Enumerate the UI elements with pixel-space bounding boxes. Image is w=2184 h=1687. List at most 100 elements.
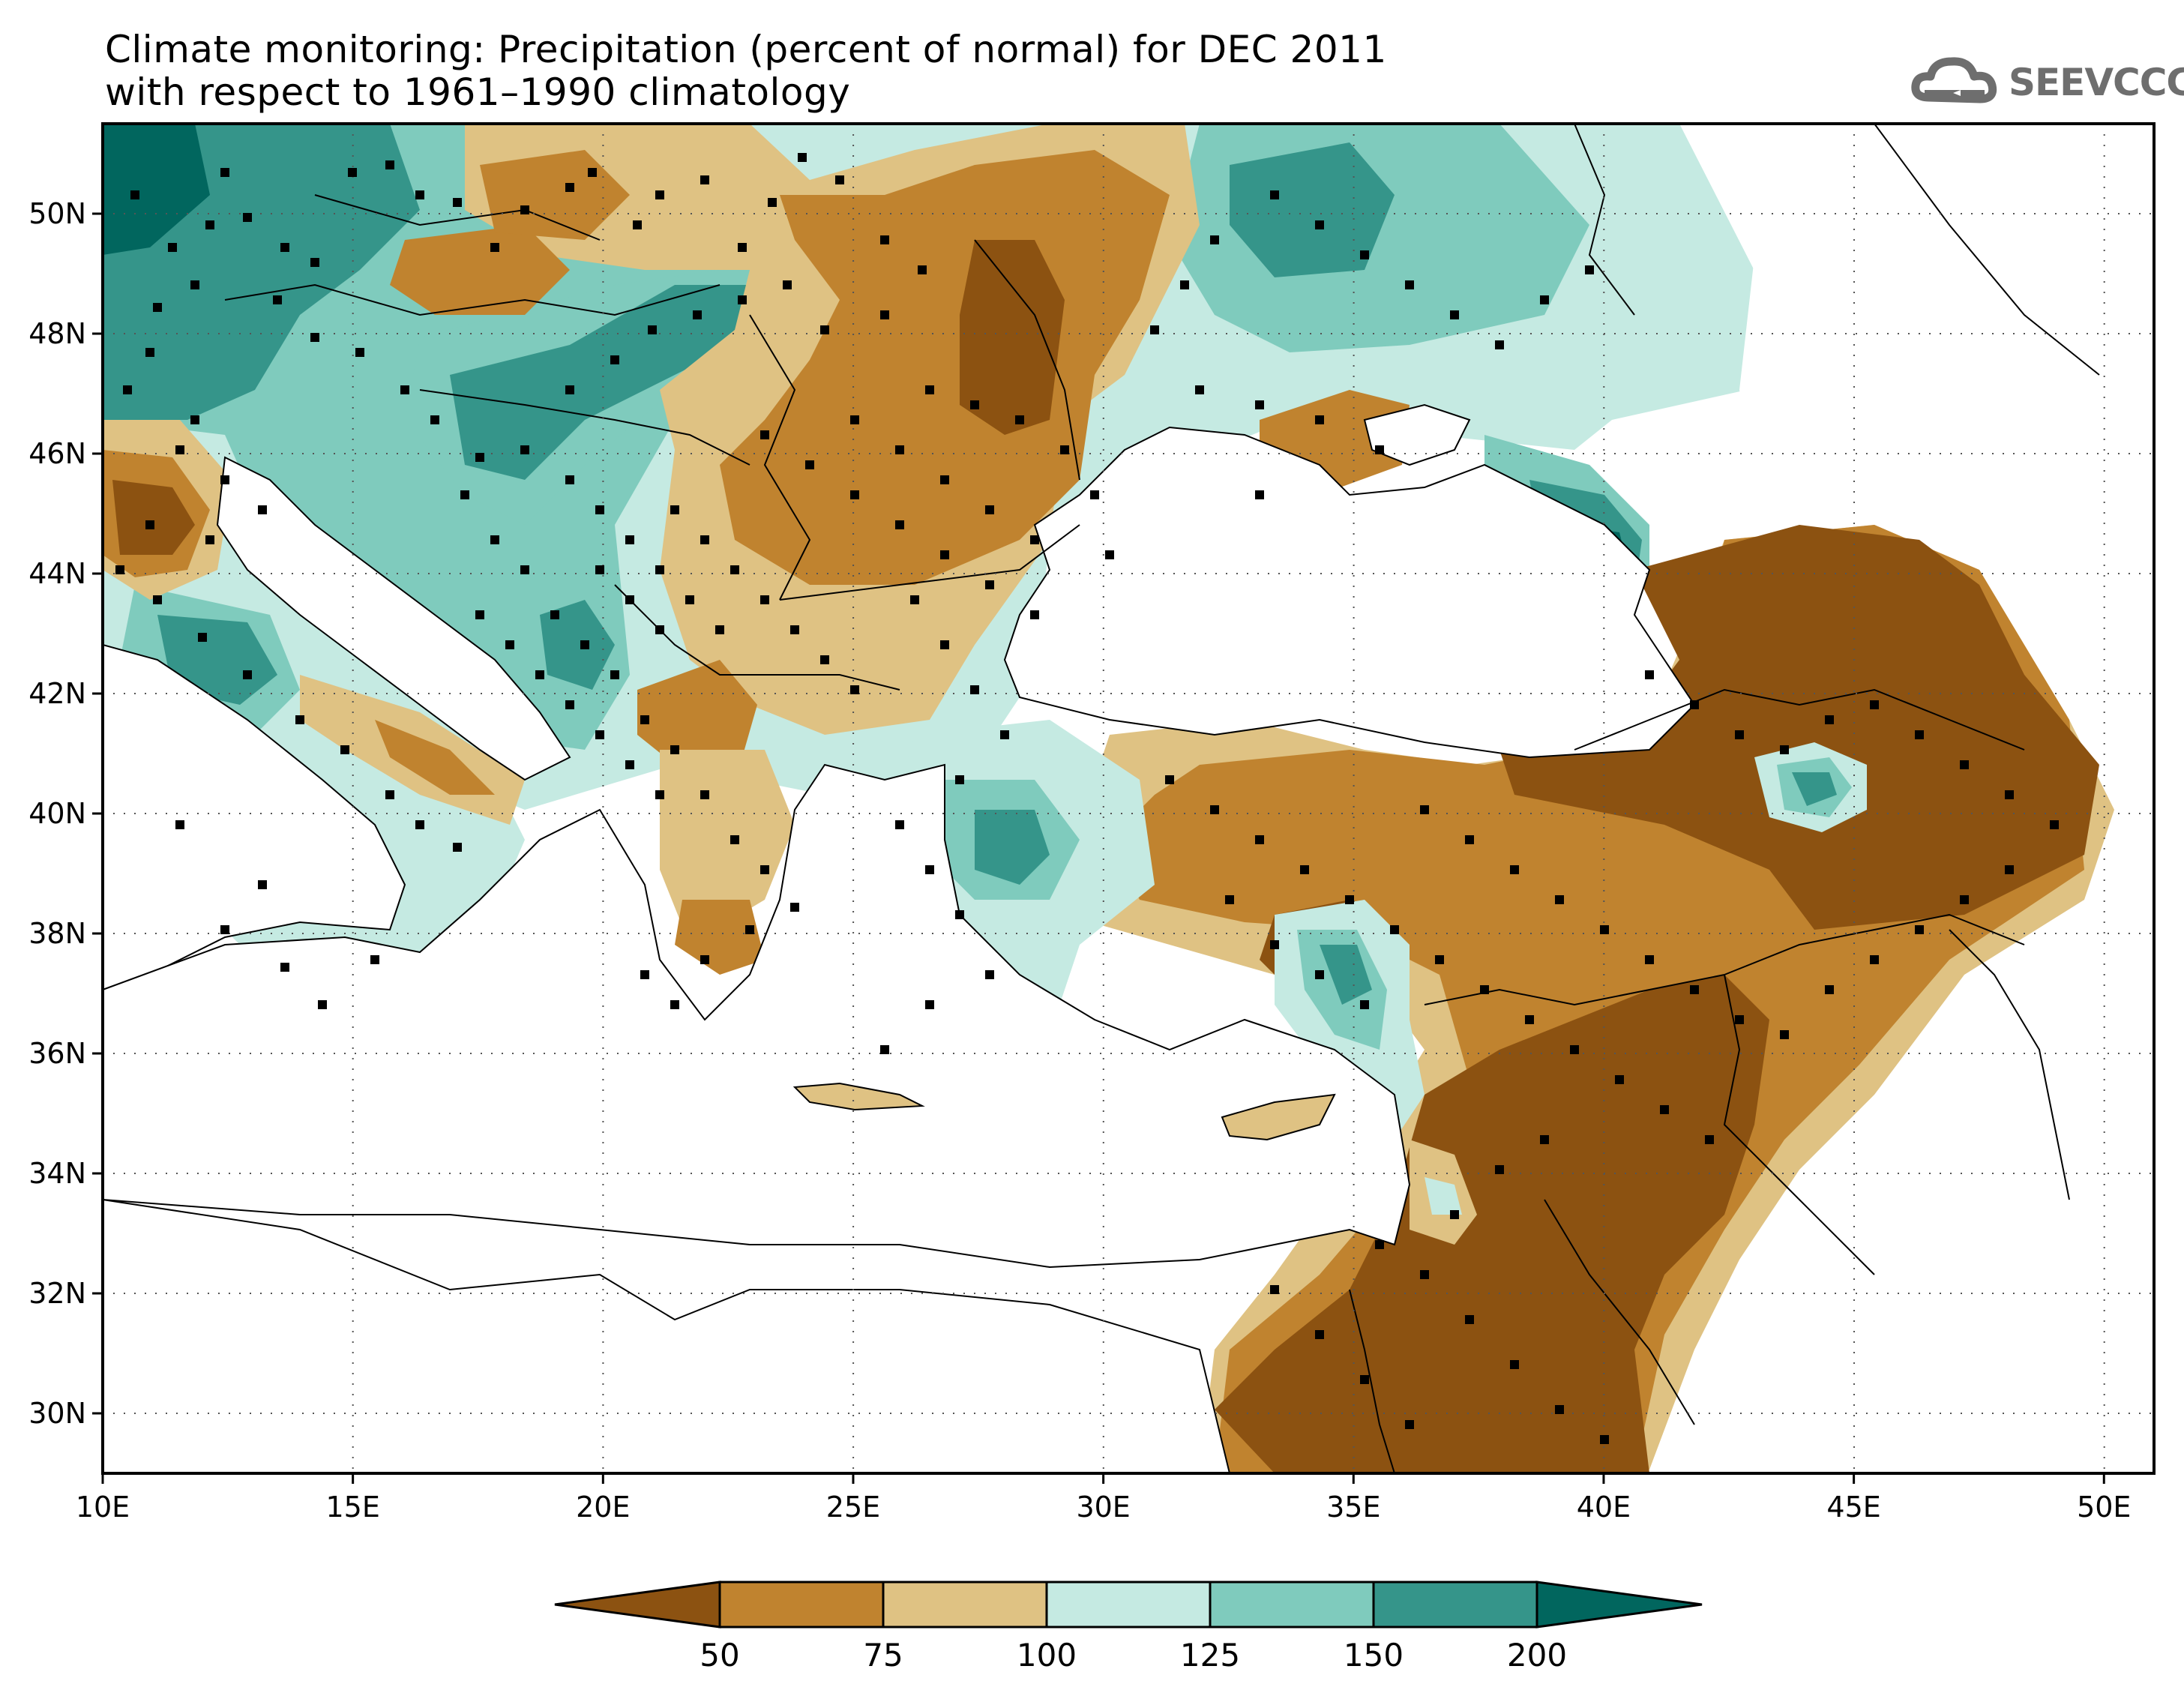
station-marker <box>1450 1210 1459 1219</box>
station-marker <box>1000 730 1009 739</box>
station-marker <box>1870 955 1879 964</box>
station-marker <box>1780 745 1789 754</box>
station-marker <box>1360 1000 1369 1009</box>
station-marker <box>1645 670 1654 679</box>
station-marker <box>1555 895 1564 904</box>
field-slovakia-brown <box>390 225 570 315</box>
station-marker <box>1255 400 1264 409</box>
colorbar-box <box>1209 1581 1375 1629</box>
station-marker <box>1600 925 1609 934</box>
station-marker <box>805 460 814 469</box>
station-marker <box>1825 715 1834 724</box>
station-marker <box>655 565 664 574</box>
station-marker <box>1270 190 1279 199</box>
station-marker <box>895 820 904 829</box>
station-marker <box>1420 1270 1429 1279</box>
station-marker <box>1870 700 1879 709</box>
station-marker <box>400 385 409 394</box>
station-marker <box>280 963 289 972</box>
station-marker <box>1450 310 1459 319</box>
cloud-icon <box>1911 57 1997 103</box>
x-tick-label: 10E <box>76 1491 130 1524</box>
azov-sea <box>1363 403 1471 466</box>
station-marker <box>145 348 154 357</box>
y-tick-label: 40N <box>28 797 86 830</box>
station-marker <box>475 453 484 462</box>
station-marker <box>1420 805 1429 814</box>
field-north-italy-dark <box>112 480 195 555</box>
station-marker <box>880 1045 889 1054</box>
station-marker <box>1270 1285 1279 1294</box>
adriatic-sea <box>216 456 571 781</box>
station-marker <box>640 715 649 724</box>
colorbar-label: 150 <box>1344 1637 1404 1674</box>
station-marker <box>1465 1315 1474 1324</box>
colorbar-label: 50 <box>700 1637 739 1674</box>
station-marker <box>153 595 162 604</box>
station-marker <box>970 400 979 409</box>
station-marker <box>1705 1135 1714 1144</box>
y-tick-label: 30N <box>28 1397 86 1430</box>
station-marker <box>850 685 859 694</box>
caspian-region <box>1739 124 2154 1473</box>
station-marker <box>693 310 702 319</box>
station-marker <box>505 640 514 649</box>
station-marker <box>1375 1240 1384 1249</box>
station-marker <box>2005 865 2014 874</box>
station-marker <box>198 633 207 642</box>
colorbar-box <box>1372 1581 1538 1629</box>
y-tick-label: 38N <box>28 917 86 950</box>
station-marker <box>1915 925 1924 934</box>
colorbar-box <box>1045 1581 1212 1629</box>
y-tick-label: 46N <box>28 437 86 470</box>
station-marker <box>595 565 604 574</box>
station-marker <box>1690 985 1699 994</box>
station-marker <box>115 565 124 574</box>
field-ukraine-teal <box>1170 124 1589 352</box>
field-caucasus-brown-dark <box>1499 525 2099 930</box>
station-marker <box>715 625 724 634</box>
station-marker <box>1270 940 1279 949</box>
y-tick-label: 44N <box>28 557 86 590</box>
station-marker <box>1660 1105 1669 1114</box>
colorbar-label: 100 <box>1017 1637 1077 1674</box>
station-marker <box>460 490 469 499</box>
colorbar-label: 125 <box>1180 1637 1240 1674</box>
station-marker <box>880 235 889 244</box>
map-title: Climate monitoring: Precipitation (perce… <box>105 28 1387 114</box>
field-south-italy-brown <box>375 720 495 795</box>
station-marker <box>730 835 739 844</box>
station-marker <box>610 355 619 364</box>
station-marker <box>1525 1015 1534 1024</box>
title-line-2: with respect to 1961–1990 climatology <box>105 70 851 114</box>
station-marker <box>190 415 199 424</box>
crete <box>792 1082 925 1111</box>
station-marker <box>880 310 889 319</box>
station-marker <box>1210 805 1219 814</box>
graticule <box>103 124 2154 1473</box>
y-tick-label: 36N <box>28 1037 86 1070</box>
y-tick-label: 42N <box>28 677 86 710</box>
station-marker <box>985 580 994 589</box>
station-marker <box>340 745 349 754</box>
station-marker <box>700 955 709 964</box>
station-marker <box>1555 1405 1564 1414</box>
station-marker <box>1315 970 1324 979</box>
station-marker <box>925 385 934 394</box>
country-borders <box>224 124 2100 1473</box>
station-marker <box>1465 835 1474 844</box>
station-marker <box>760 430 769 439</box>
station-marker <box>1195 385 1204 394</box>
colorbar-high-arrow <box>1535 1581 1703 1629</box>
station-marker <box>2050 820 2059 829</box>
station-marker <box>453 198 462 207</box>
station-marker <box>640 970 649 979</box>
station-marker <box>1495 340 1504 349</box>
station-marker <box>595 505 604 514</box>
station-marker <box>1375 445 1384 454</box>
station-marker <box>760 865 769 874</box>
seevccc-logo: SEEVCCC <box>1908 52 2184 112</box>
field-south-turkey-dark <box>1320 945 1372 1005</box>
colorbar-label: 75 <box>863 1637 903 1674</box>
